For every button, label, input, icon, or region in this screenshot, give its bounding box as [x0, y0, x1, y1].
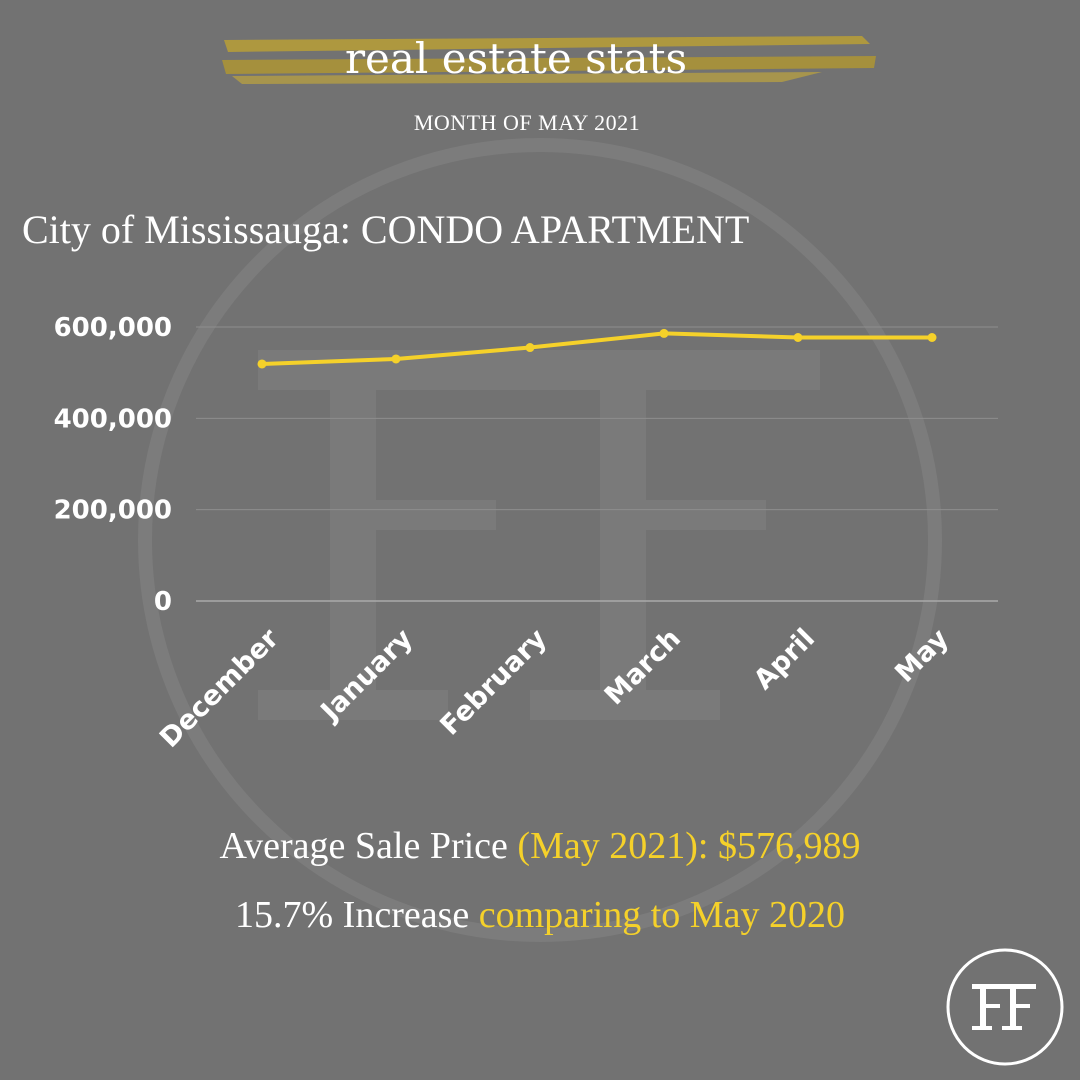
- x-tick-label: April: [748, 623, 821, 696]
- x-tick-label: March: [599, 623, 687, 711]
- series-line: [261, 331, 932, 366]
- data-point: [525, 343, 535, 353]
- data-point: [391, 354, 401, 364]
- y-tick-label: 600,000: [54, 313, 172, 343]
- increase-percent: 15.7% Increase: [235, 894, 470, 936]
- x-tick-label: February: [434, 623, 553, 742]
- header-subtitle: MONTH OF MAY 2021: [413, 110, 641, 135]
- y-tick-label: 200,000: [54, 496, 172, 526]
- header-title: real estate stats: [344, 34, 688, 83]
- data-point: [927, 333, 937, 343]
- data-point: [257, 359, 267, 369]
- y-tick-label: 400,000: [54, 404, 172, 434]
- average-sale-price-label: Average Sale Price: [219, 825, 508, 867]
- x-tick-label: December: [154, 623, 285, 754]
- x-tick-label: January: [314, 623, 420, 729]
- average-sale-price-line: Average Sale Price (May 2021): $576,989: [0, 824, 1080, 868]
- x-tick-label: May: [889, 623, 955, 689]
- increase-line: 15.7% Increase comparing to May 2020: [0, 893, 1080, 937]
- brand-logo: [946, 948, 1064, 1066]
- data-point: [659, 328, 669, 338]
- average-sale-price-value: (May 2021): $576,989: [517, 825, 861, 867]
- y-tick-label: 0: [154, 587, 172, 617]
- increase-comparison: comparing to May 2020: [478, 894, 845, 936]
- brush-stroke-decoration: [222, 36, 876, 84]
- chart-title: City of Mississauga: CONDO APARTMENT: [22, 207, 750, 252]
- data-point: [793, 333, 803, 343]
